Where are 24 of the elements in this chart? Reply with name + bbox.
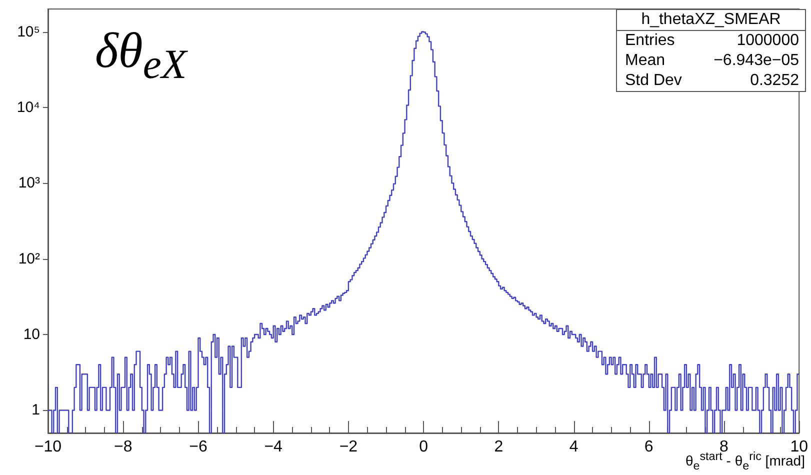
x-tick-label: 6 <box>644 438 654 456</box>
x-tick-label: −4 <box>264 438 283 456</box>
annotation: Std Dev <box>625 71 682 91</box>
annotation: 1000000 <box>736 31 799 51</box>
annotation: 0.3252 <box>750 71 799 91</box>
annotation: h_thetaXZ_SMEAR <box>617 10 805 31</box>
x-tick-label: 4 <box>569 438 578 456</box>
y-tick-label: 10² <box>18 250 40 268</box>
chart-title: δθ$_{eX}$ <box>95 21 187 90</box>
x-tick-label: −2 <box>339 438 358 456</box>
y-tick-label: 10³ <box>18 174 40 192</box>
y-tick-label: 10⁴ <box>16 98 40 116</box>
annotation: Entries <box>625 31 675 51</box>
y-tick-label: 10 <box>23 326 40 344</box>
x-tick-label: −10 <box>34 438 62 456</box>
x-tick-label: −6 <box>189 438 208 456</box>
x-tick-label: −8 <box>114 438 132 456</box>
x-tick-label: 0 <box>419 438 428 456</box>
x-tick-label: 2 <box>494 438 504 456</box>
y-tick-label: 1 <box>32 402 40 419</box>
annotation: −6.943e−05 <box>714 51 799 71</box>
x-tick-label: 10 <box>790 438 808 456</box>
y-tick-label: 10⁵ <box>17 23 40 40</box>
annotation: Mean <box>625 51 666 71</box>
